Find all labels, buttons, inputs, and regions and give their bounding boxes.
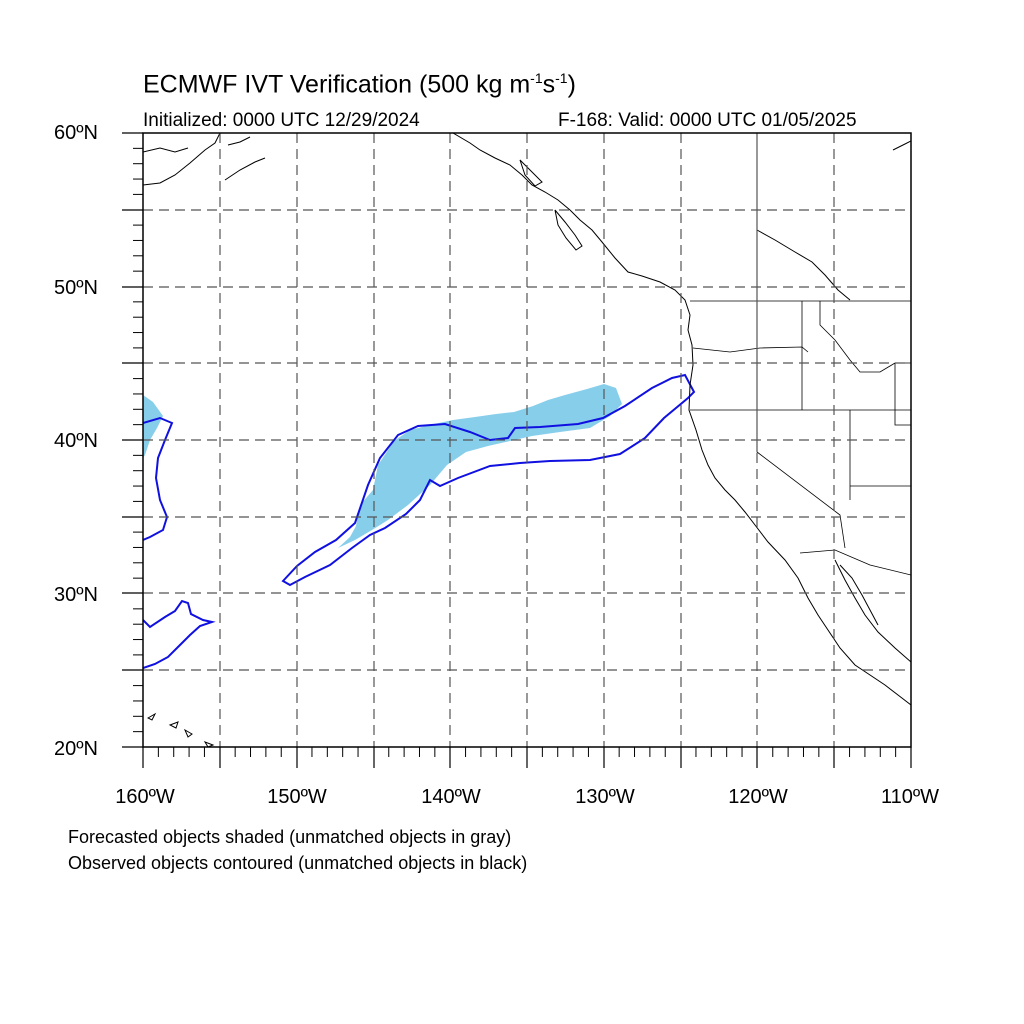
coastline <box>143 133 911 747</box>
observed-ivt-contour-west-north <box>143 416 174 541</box>
forecast-legend-note: Forecasted objects shaded (unmatched obj… <box>68 827 512 847</box>
state-boundaries <box>690 133 911 576</box>
map-title: ECMWF IVT Verification (500 kg m-1s-1) <box>143 70 576 99</box>
observed-ivt-contour-west-south <box>143 599 216 669</box>
initialized-time: Initialized: 0000 UTC 12/29/2024 <box>143 110 420 131</box>
lon-label-110w: 110ºW <box>880 786 940 808</box>
lat-label-50n: 50ºN <box>54 277 98 299</box>
lon-label-130w: 130ºW <box>575 786 635 808</box>
forecast-ivt-object-west-edge <box>143 395 163 458</box>
lat-label-20n: 20ºN <box>54 738 98 760</box>
lon-label-140w: 140ºW <box>421 786 481 808</box>
observed-legend-note: Observed objects contoured (unmatched ob… <box>68 853 528 873</box>
lat-lon-grid <box>143 133 911 747</box>
axis-minor-ticks <box>133 147 897 757</box>
lat-label-60n: 60ºN <box>54 122 98 144</box>
lon-label-120w: 120ºW <box>728 786 788 808</box>
lat-label-40n: 40ºN <box>54 430 98 452</box>
axis-ticks <box>122 132 912 768</box>
lon-label-160w: 160ºW <box>115 786 175 808</box>
valid-time: F-168: Valid: 0000 UTC 01/05/2025 <box>558 110 857 131</box>
forecast-ivt-object-main <box>338 384 622 548</box>
lat-label-30n: 30ºN <box>54 584 98 606</box>
lon-label-150w: 150ºW <box>267 786 327 808</box>
observed-ivt-contour-main <box>281 373 696 587</box>
